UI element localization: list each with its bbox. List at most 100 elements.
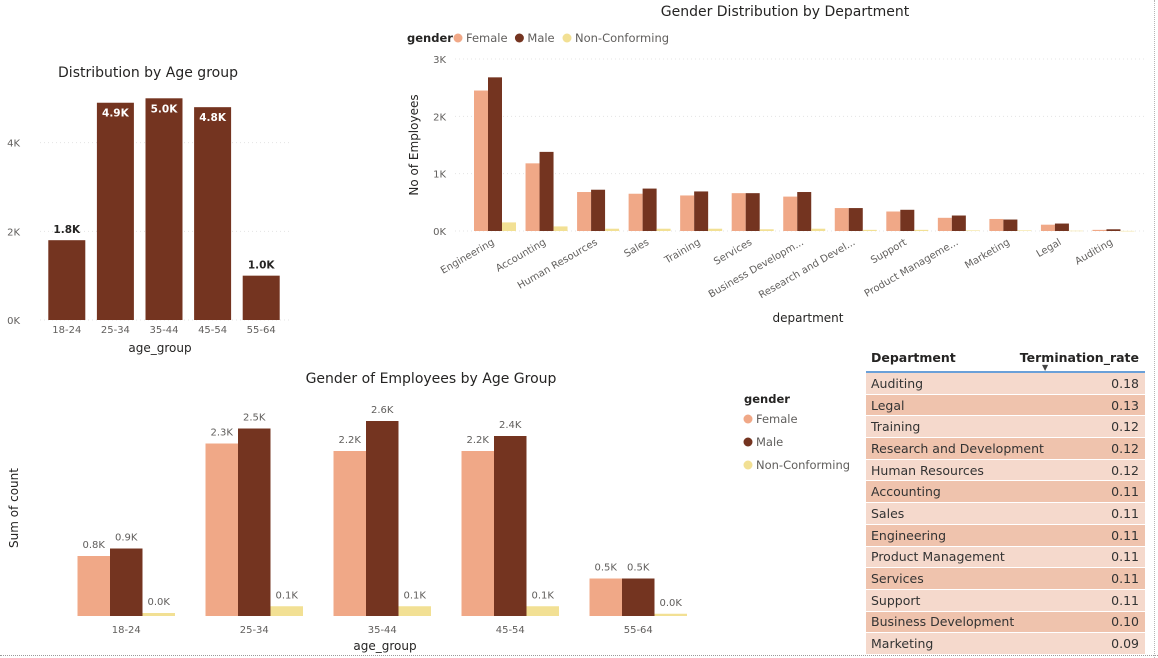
- x-tick-label: 45-54: [496, 625, 525, 636]
- table-row[interactable]: Sales 0.11: [866, 503, 1145, 525]
- bar-non-conforming: [1120, 230, 1135, 232]
- legend-item: Non-Conforming: [575, 31, 669, 45]
- bar-non-conforming: [1068, 230, 1083, 232]
- table-row[interactable]: Marketing 0.09: [866, 633, 1145, 655]
- data-label: 0.5K: [627, 563, 650, 574]
- bar-female: [589, 578, 622, 616]
- bar-female: [937, 217, 952, 231]
- bar-35-44: [145, 98, 183, 321]
- x-tick-label: 18-24: [52, 325, 81, 336]
- x-tick-label: Sales: [623, 237, 652, 260]
- column-header-termination-rate[interactable]: Termination_rate: [1019, 350, 1139, 365]
- canvas-bottom-border: [0, 655, 1158, 656]
- bar-non-conforming: [759, 229, 774, 231]
- bar-female: [577, 192, 592, 231]
- y-tick-label: 0K: [433, 227, 446, 238]
- cell-termination-rate: 0.12: [1111, 462, 1139, 478]
- cell-department: Human Resources: [871, 462, 984, 478]
- legend-item: Male: [756, 435, 783, 449]
- y-axis-label: Sum of count: [7, 468, 21, 548]
- data-label: 0.9K: [115, 533, 138, 544]
- cell-termination-rate: 0.11: [1111, 549, 1139, 565]
- cell-department: Legal: [871, 397, 905, 413]
- table-row[interactable]: Accounting 0.11: [866, 481, 1145, 504]
- data-label: 4.9K: [102, 108, 130, 120]
- x-axis-label: age_group: [128, 341, 191, 355]
- cell-termination-rate: 0.11: [1111, 571, 1139, 587]
- y-tick-label: 4K: [7, 139, 20, 150]
- x-tick-label: Research and Devel...: [757, 237, 857, 301]
- x-tick-label: Training: [662, 237, 703, 267]
- table-row[interactable]: Services 0.11: [866, 568, 1145, 590]
- cell-department: Engineering: [871, 527, 946, 543]
- y-tick-label: 1K: [433, 170, 446, 181]
- data-label: 2.2K: [339, 435, 362, 446]
- cell-department: Sales: [871, 505, 905, 521]
- bar-female: [461, 451, 494, 616]
- table-row[interactable]: Auditing 0.18: [866, 373, 1145, 395]
- table-row[interactable]: Research and Development 0.12: [866, 438, 1145, 460]
- sort-descending-icon[interactable]: ▼: [1042, 363, 1049, 372]
- bar-female: [333, 451, 366, 616]
- bar-non-conforming: [965, 230, 980, 231]
- data-label: 4.8K: [199, 112, 227, 124]
- bar-female: [1040, 224, 1055, 231]
- bar-non-conforming: [398, 606, 431, 616]
- data-label: 0.0K: [660, 598, 683, 609]
- legend-title: gender: [744, 392, 790, 406]
- legend-item: Female: [466, 31, 508, 45]
- table-row[interactable]: Human Resources 0.12: [866, 459, 1145, 482]
- cell-department: Business Development: [871, 614, 1015, 630]
- x-tick-label: Engineering: [439, 237, 496, 277]
- data-label: 0.0K: [148, 597, 171, 608]
- cell-department: Product Management: [871, 549, 1005, 565]
- x-tick-label: Marketing: [963, 237, 1012, 271]
- legend-item: Male: [527, 31, 554, 45]
- data-label: 5.0K: [151, 103, 179, 115]
- bar-male: [951, 215, 966, 231]
- y-tick-label: 3K: [433, 55, 446, 66]
- bar-non-conforming: [270, 606, 303, 616]
- table-row[interactable]: Training 0.12: [866, 416, 1145, 439]
- gender-age-chart: Gender of Employees by Age Group Sum of c…: [7, 371, 850, 653]
- bar-male: [591, 189, 606, 231]
- cell-department: Marketing: [871, 636, 934, 652]
- cell-termination-rate: 0.11: [1111, 527, 1139, 543]
- y-axis-label: No of Employees: [407, 94, 421, 195]
- bar-female: [834, 208, 849, 231]
- bar-male: [366, 421, 399, 616]
- table-header: Department Termination_rate ▼: [866, 344, 1145, 373]
- y-tick-label: 2K: [7, 227, 20, 238]
- data-label: 2.4K: [499, 420, 522, 431]
- bar-female: [783, 196, 798, 231]
- bar-female: [474, 90, 488, 232]
- table-body: Auditing 0.18 Legal 0.13 Training 0.12 Researc…: [866, 373, 1145, 655]
- cell-termination-rate: 0.12: [1111, 419, 1139, 435]
- x-tick-label: Auditing: [1073, 237, 1115, 267]
- column-header-department[interactable]: Department: [871, 350, 956, 365]
- x-tick-label: 18-24: [112, 625, 141, 636]
- bar-female: [77, 556, 110, 616]
- legend-marker: [743, 460, 753, 470]
- legend-marker: [743, 414, 753, 424]
- y-tick-label: 2K: [433, 112, 446, 123]
- bar-male: [1054, 223, 1069, 231]
- legend-marker: [562, 33, 572, 43]
- data-label: 0.1K: [404, 590, 427, 601]
- bar-female: [628, 193, 643, 231]
- cell-termination-rate: 0.11: [1111, 484, 1139, 500]
- table-row[interactable]: Business Development 0.10: [866, 611, 1145, 634]
- table-row[interactable]: Support 0.11: [866, 589, 1145, 612]
- table-row[interactable]: Product Management 0.11: [866, 546, 1145, 569]
- table-row[interactable]: Engineering 0.11: [866, 524, 1145, 547]
- data-label: 1.0K: [248, 260, 276, 272]
- bar-non-conforming: [526, 606, 559, 616]
- department-gender-chart: Gender Distribution by Department gender F…: [407, 4, 1145, 325]
- bar-male: [488, 77, 502, 231]
- x-tick-label: 35-44: [149, 325, 178, 336]
- bar-male: [622, 578, 655, 616]
- bar-45-54: [194, 107, 232, 320]
- table-row[interactable]: Legal 0.13: [866, 394, 1145, 417]
- cell-termination-rate: 0.10: [1111, 614, 1139, 630]
